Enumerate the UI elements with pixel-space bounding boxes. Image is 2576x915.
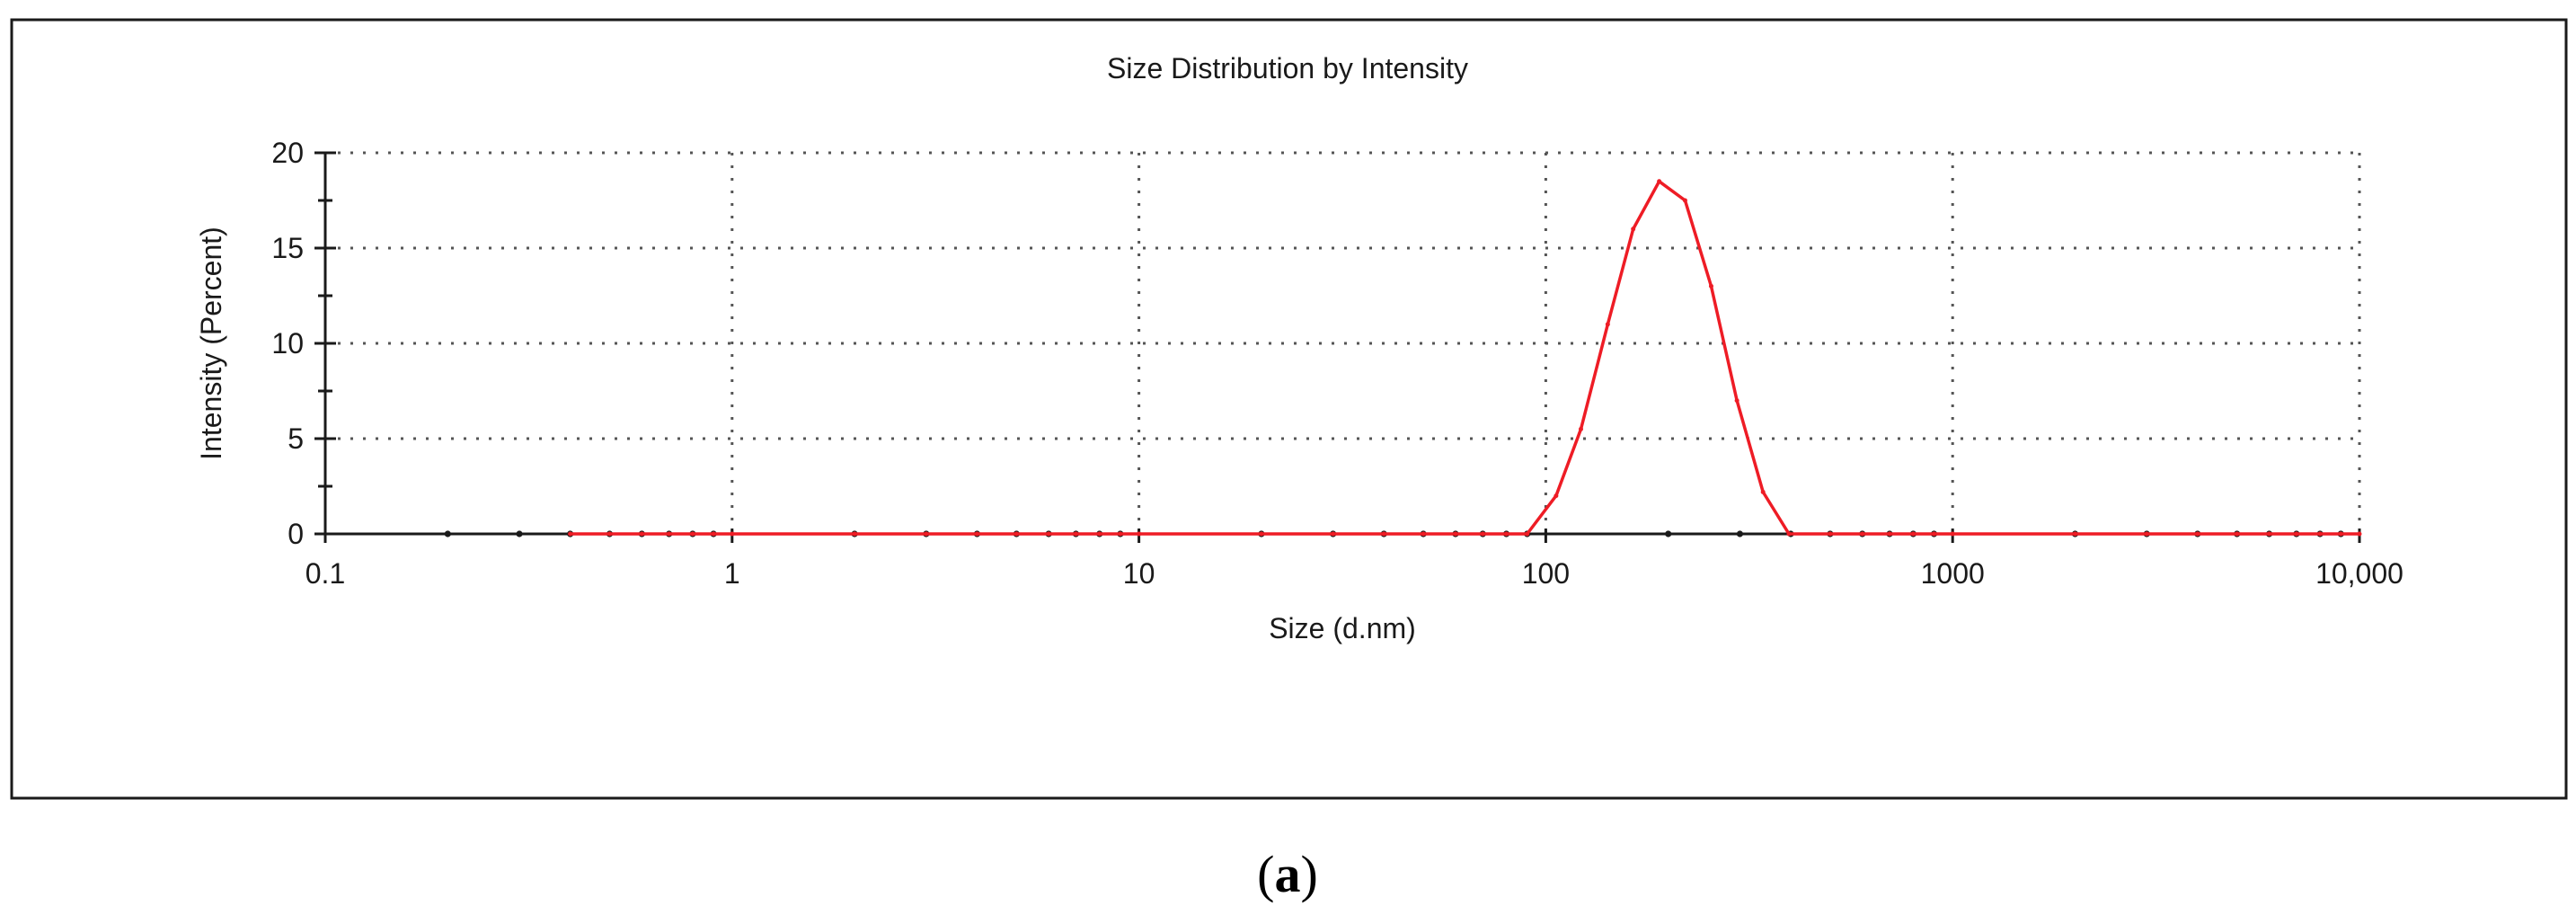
data-point	[1381, 531, 1386, 537]
data-point	[1046, 531, 1051, 537]
data-point	[2357, 531, 2362, 537]
x-tick-label: 0.1	[305, 557, 345, 590]
data-point	[667, 531, 672, 537]
data-point	[1950, 531, 1955, 537]
data-point	[1118, 531, 1123, 537]
x-tick-label: 1	[724, 557, 740, 590]
data-point	[606, 531, 612, 537]
x-minor-tick	[516, 530, 523, 537]
data-point	[1860, 531, 1865, 537]
data-point	[1331, 531, 1336, 537]
x-tick-label: 10	[1123, 557, 1155, 590]
data-point	[1657, 179, 1662, 184]
data-point	[2317, 531, 2323, 537]
data-point	[1421, 531, 1426, 537]
x-minor-tick	[444, 530, 451, 537]
caption-close-paren: )	[1301, 845, 1318, 903]
data-point	[1480, 531, 1485, 537]
data-point	[1137, 531, 1142, 537]
series-layer	[568, 179, 2362, 537]
x-tick-label: 100	[1522, 557, 1570, 590]
data-point	[1453, 531, 1458, 537]
data-point	[1734, 398, 1739, 404]
data-point	[1786, 531, 1792, 537]
data-point	[1097, 531, 1102, 537]
data-point	[2195, 531, 2200, 537]
data-point	[2294, 531, 2299, 537]
data-point	[1828, 531, 1833, 537]
data-point	[1910, 531, 1916, 537]
data-point	[1504, 531, 1509, 537]
data-point	[711, 531, 716, 537]
y-tick-label: 5	[288, 422, 304, 455]
ticks: 0 5 10 15 20 0.1 1 10 100 1000 10,000	[271, 137, 2403, 590]
figure-caption: (a)	[1257, 845, 1318, 903]
x-tick-label: 10,000	[2315, 557, 2403, 590]
data-point	[639, 531, 644, 537]
y-tick-label: 20	[271, 137, 304, 169]
chart-title: Size Distribution by Intensity	[1107, 52, 1468, 84]
data-point	[974, 531, 979, 537]
data-point	[2235, 531, 2240, 537]
caption-letter: a	[1275, 845, 1301, 903]
data-point	[2144, 531, 2149, 537]
data-point	[1014, 531, 1019, 537]
x-minor-tick	[1665, 530, 1672, 537]
data-point	[1259, 531, 1264, 537]
data-point	[1708, 283, 1713, 289]
data-point	[2267, 531, 2272, 537]
grid	[325, 151, 2361, 534]
y-tick-label: 15	[271, 232, 304, 264]
data-point	[730, 531, 735, 537]
data-point	[2073, 531, 2078, 537]
caption-open-paren: (	[1257, 845, 1274, 903]
data-point	[1073, 531, 1078, 537]
data-point	[852, 531, 857, 537]
x-minor-tick	[1736, 530, 1744, 537]
data-point	[924, 531, 929, 537]
data-point	[1631, 227, 1636, 232]
data-point	[690, 531, 695, 537]
data-point	[1760, 489, 1766, 494]
data-point	[2338, 531, 2343, 537]
data-point	[1579, 426, 1584, 431]
data-point	[1887, 531, 1892, 537]
y-tick-label: 0	[288, 518, 304, 550]
y-tick-label: 10	[271, 327, 304, 360]
x-tick-label: 1000	[1921, 557, 1985, 590]
data-point	[1931, 531, 1936, 537]
data-point	[1554, 493, 1559, 499]
data-point	[1525, 531, 1530, 537]
data-point	[1605, 322, 1610, 327]
data-point	[1682, 198, 1687, 203]
chart-frame	[10, 18, 2568, 800]
x-axis-label: Size (d.nm)	[1269, 612, 1416, 644]
y-axis-label: Intensity (Percent)	[195, 227, 227, 460]
data-point	[568, 531, 573, 537]
